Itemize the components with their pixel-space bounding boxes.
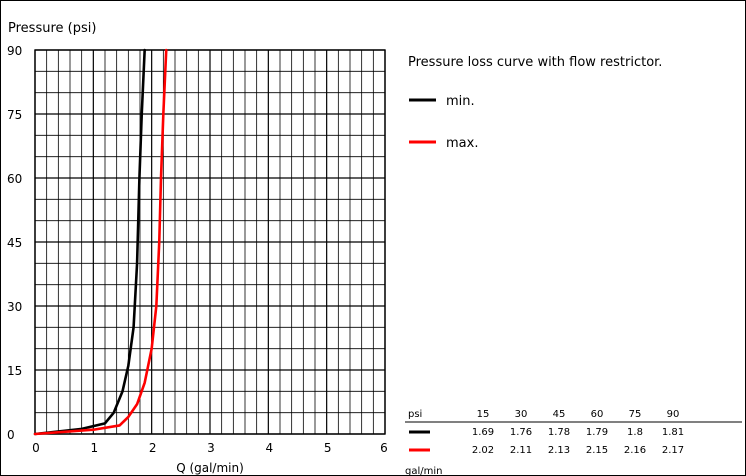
plot-area-border: [34, 49, 386, 435]
x-tick-label: 0: [32, 441, 40, 455]
x-tick-label: 5: [324, 441, 332, 455]
table-flow-cell: 2.15: [586, 445, 608, 456]
table-flow-cell: 2.16: [624, 445, 646, 456]
y-tick-label: 60: [7, 172, 22, 186]
y-tick-label: 90: [7, 44, 22, 58]
x-tick-label: 3: [207, 441, 215, 455]
legend: min. max.: [409, 94, 478, 151]
y-tick-label: 0: [7, 428, 15, 442]
y-tick-label: 15: [7, 364, 22, 378]
table-flow-cell: 2.13: [548, 445, 570, 456]
table-flow-cell: 1.8: [627, 427, 643, 438]
y-axis-label: Pressure (psi): [8, 21, 96, 36]
y-tick-label: 75: [7, 108, 22, 122]
x-tick-label: 2: [149, 441, 157, 455]
psi-flow-table: psi 15 30 45 60 75 90 1.69 1.76 1.78 1.79 1.8 1.81 2.…: [405, 409, 742, 476]
series-line-min: [33, 48, 146, 436]
table-flow-cell: 1.78: [548, 427, 570, 438]
table-flow-cell: 1.81: [662, 427, 684, 438]
x-tick-label: 4: [266, 441, 274, 455]
y-axis-ticks: 0 15 30 45 60 75 90: [7, 44, 22, 442]
y-tick-label: 30: [7, 300, 22, 314]
table-pressure-cell: 90: [667, 409, 680, 420]
table-flow-cell: 2.11: [510, 445, 532, 456]
table-pressure-cell: 60: [591, 409, 604, 420]
legend-label-max: max.: [446, 136, 478, 151]
y-tick-label: 45: [7, 236, 22, 250]
table-flow-cell: 1.79: [586, 427, 608, 438]
table-pressure-cell: 45: [553, 409, 566, 420]
x-axis-ticks: 0 1 2 3 4 5 6: [32, 441, 388, 455]
curves: [33, 48, 168, 436]
table-header-psi: psi: [408, 409, 422, 420]
table-pressure-cell: 75: [629, 409, 642, 420]
x-tick-label: 6: [380, 441, 388, 455]
grid: [34, 49, 386, 435]
table-pressure-cell: 30: [515, 409, 528, 420]
table-unit-label: gal/min: [405, 466, 442, 476]
table-flow-cell: 2.17: [662, 445, 684, 456]
table-flow-cell: 2.02: [472, 445, 494, 456]
x-tick-label: 1: [91, 441, 99, 455]
legend-label-min: min.: [446, 94, 475, 109]
table-flow-cell: 1.76: [510, 427, 532, 438]
x-axis-label: Q (gal/min): [176, 461, 244, 475]
series-line-max: [33, 48, 168, 436]
chart-title: Pressure loss curve with flow restrictor…: [408, 55, 662, 70]
table-flow-cell: 1.69: [472, 427, 494, 438]
table-pressure-cell: 15: [477, 409, 490, 420]
